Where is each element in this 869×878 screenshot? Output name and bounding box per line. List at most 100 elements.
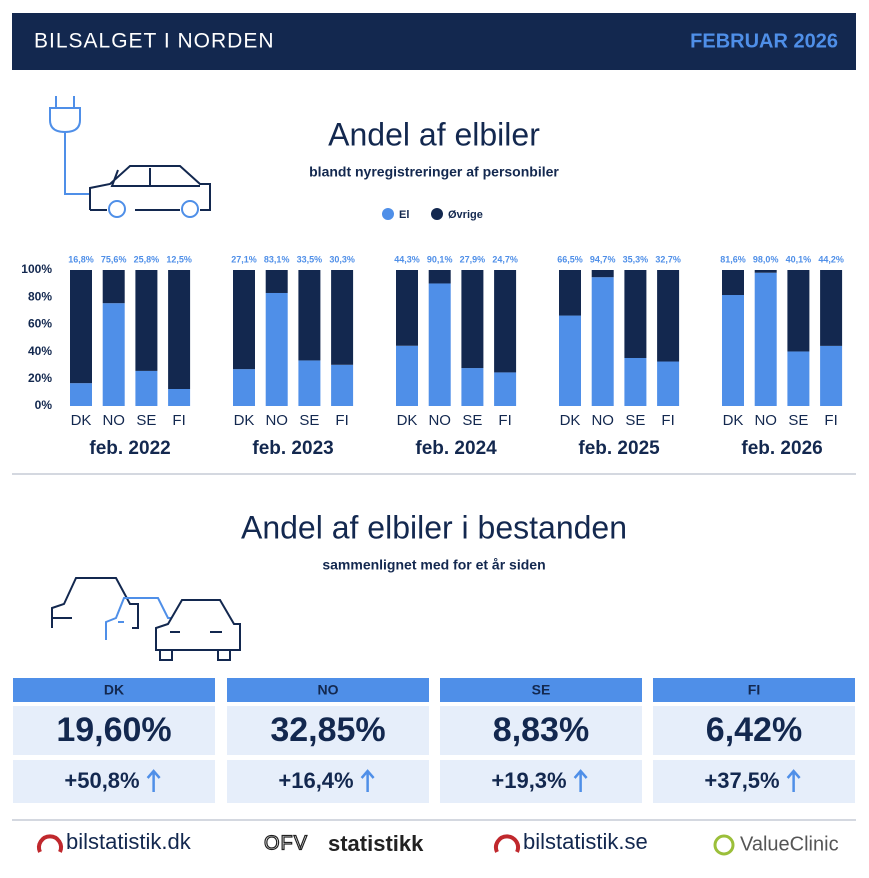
value-label: 32,7% bbox=[655, 254, 681, 264]
card-change-bg bbox=[653, 760, 855, 803]
value-label: 24,7% bbox=[492, 254, 518, 264]
card-share: 6,42% bbox=[706, 711, 802, 749]
y-tick-label: 100% bbox=[21, 262, 52, 276]
card-change: +16,4% bbox=[278, 768, 353, 793]
logo-text: statistikk bbox=[328, 831, 424, 856]
group-label: feb. 2023 bbox=[252, 438, 333, 459]
up-arrow bbox=[146, 769, 161, 792]
card-change: +50,8% bbox=[64, 768, 139, 793]
card-change-bg bbox=[440, 760, 642, 803]
bar-segment bbox=[331, 364, 354, 406]
card-change-bg bbox=[13, 760, 215, 803]
bar-segment bbox=[624, 357, 647, 406]
value-label: 25,8% bbox=[134, 254, 160, 264]
value-label: 81,6% bbox=[720, 254, 746, 264]
card-share-bg bbox=[653, 706, 855, 755]
up-arrow bbox=[786, 769, 801, 792]
bar-segment bbox=[428, 270, 451, 284]
bar-segment bbox=[559, 270, 581, 316]
bar-segment bbox=[265, 270, 288, 293]
value-label: 98,0% bbox=[753, 254, 779, 264]
bar-segment bbox=[298, 360, 321, 406]
bar-segment bbox=[559, 315, 581, 406]
y-tick-label: 60% bbox=[28, 317, 52, 331]
card-share-bg bbox=[440, 706, 642, 755]
group-label: feb. 2024 bbox=[415, 438, 497, 459]
legend-label: El bbox=[399, 209, 409, 221]
x-tick-label: FI bbox=[335, 412, 348, 429]
value-label: 90,1% bbox=[427, 254, 453, 264]
plug-car-icon bbox=[49, 96, 211, 218]
x-tick-label: DK bbox=[723, 412, 744, 429]
x-tick-label: SE bbox=[136, 412, 156, 429]
bar-segment bbox=[722, 295, 744, 406]
x-tick-label: NO bbox=[428, 412, 451, 429]
bar-segment bbox=[820, 345, 843, 406]
bar-segment bbox=[722, 270, 744, 296]
header-bar bbox=[12, 13, 856, 70]
stock-title: Andel af elbiler i bestanden bbox=[241, 509, 627, 545]
bar-segment bbox=[461, 368, 484, 406]
x-tick-label: DK bbox=[234, 412, 255, 429]
x-tick-label: SE bbox=[462, 412, 482, 429]
card-header bbox=[13, 678, 215, 702]
value-label: 44,3% bbox=[394, 254, 420, 264]
value-label: 66,5% bbox=[557, 254, 583, 264]
chart-title: Andel af elbiler bbox=[328, 116, 540, 152]
x-tick-label: FI bbox=[661, 412, 674, 429]
value-label: 40,1% bbox=[786, 254, 812, 264]
bar-segment bbox=[657, 361, 680, 406]
value-label: 44,2% bbox=[818, 254, 844, 264]
bar-segment bbox=[233, 270, 255, 370]
bar-segment bbox=[70, 270, 92, 384]
logo-text: bilstatistik.se bbox=[523, 829, 648, 854]
card-header bbox=[653, 678, 855, 702]
x-tick-label: NO bbox=[265, 412, 288, 429]
bar-segment bbox=[428, 283, 451, 406]
legend-swatch bbox=[431, 208, 443, 220]
logo-mark bbox=[494, 834, 520, 853]
value-label: 75,6% bbox=[101, 254, 127, 264]
value-label: 12,5% bbox=[166, 254, 192, 264]
bar-segment bbox=[461, 270, 484, 369]
value-label: 33,5% bbox=[297, 254, 323, 264]
bar-segment bbox=[787, 270, 810, 352]
bar-segment bbox=[135, 270, 158, 371]
value-label: 27,1% bbox=[231, 254, 257, 264]
card-country: NO bbox=[318, 682, 339, 698]
card-share: 32,85% bbox=[270, 711, 385, 749]
x-tick-label: FI bbox=[498, 412, 511, 429]
x-tick-label: DK bbox=[397, 412, 418, 429]
bar-segment bbox=[657, 270, 680, 362]
value-label: 83,1% bbox=[264, 254, 290, 264]
bar-segment bbox=[396, 270, 418, 346]
card-header bbox=[440, 678, 642, 702]
y-tick-label: 20% bbox=[28, 371, 52, 385]
bar-segment bbox=[591, 270, 614, 278]
bar-segment bbox=[168, 270, 191, 389]
card-share-bg bbox=[227, 706, 429, 755]
y-tick-label: 40% bbox=[28, 344, 52, 358]
bar-segment bbox=[494, 270, 517, 373]
value-label: 16,8% bbox=[68, 254, 94, 264]
bar-segment bbox=[820, 270, 843, 346]
card-change: +37,5% bbox=[704, 768, 779, 793]
bar-segment bbox=[331, 270, 354, 365]
bar-segment bbox=[135, 370, 158, 406]
x-tick-label: FI bbox=[172, 412, 185, 429]
bar-segment bbox=[265, 292, 288, 406]
bar-segment bbox=[754, 272, 777, 406]
logo-mark bbox=[37, 834, 63, 853]
bar-segment bbox=[591, 277, 614, 406]
bar-segment bbox=[624, 270, 647, 358]
bar-segment bbox=[494, 372, 517, 406]
legend-swatch bbox=[382, 208, 394, 220]
up-arrow bbox=[360, 769, 375, 792]
x-tick-label: SE bbox=[788, 412, 808, 429]
up-arrow bbox=[573, 769, 588, 792]
logo-text: ValueClinic bbox=[740, 833, 839, 855]
y-tick-label: 80% bbox=[28, 289, 52, 303]
header-period: FEBRUAR 2026 bbox=[690, 30, 838, 52]
header-title: BILSALGET I NORDEN bbox=[34, 30, 275, 53]
